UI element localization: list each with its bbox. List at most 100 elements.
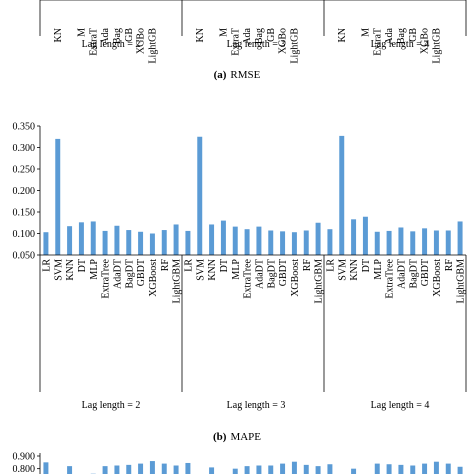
rmse-group-label-3: Lag length = 4	[371, 39, 430, 50]
rmse-group-separators	[39, 0, 467, 36]
mape-x-tick-label: MLP	[89, 259, 100, 280]
mape-x-tick-label: LR	[325, 259, 336, 272]
mape-bar-gbdt-lag4	[422, 228, 428, 255]
mape-y-tick-label: 0.300	[13, 143, 36, 154]
r2-bar-adadt-lag3	[256, 465, 262, 474]
mape-group-label-3: Lag length = 4	[371, 400, 430, 411]
caption-a: (a) RMSE	[214, 69, 261, 81]
r2-bar-rf-lag2	[161, 463, 167, 474]
mape-y-tick-label: 0.100	[13, 229, 36, 240]
mape-bar-extratree-lag4	[386, 230, 392, 255]
r2-bar-extratree-lag3	[244, 466, 250, 474]
r2-bars	[43, 461, 463, 474]
mape-x-tick-label: XGBoost	[148, 259, 159, 297]
mape-bar-lr-lag2	[43, 232, 49, 255]
mape-x-tick-label: SVM	[337, 259, 348, 281]
mape-x-tick-label: BagDT	[266, 259, 277, 288]
mape-x-tick-label: RF	[160, 259, 171, 272]
r2-bar-xgboost-lag4	[433, 461, 439, 474]
mape-bar-dt-lag2	[78, 222, 84, 255]
rmse-tick-label: KN	[337, 28, 348, 42]
mape-bar-extratree-lag2	[102, 230, 108, 255]
mape-y-tick-label: 0.250	[13, 165, 36, 176]
mape-y-axis: 0.050 0.100 0.150 0.200 0.250 0.300 0.350	[13, 122, 41, 262]
r2-bar-lightgbm-lag2	[173, 465, 179, 474]
mape-x-tick-label: KNN	[349, 259, 360, 281]
mape-bar-extratree-lag3	[244, 229, 250, 255]
mape-bar-svm-lag4	[339, 135, 345, 255]
mape-bar-svm-lag3	[197, 136, 203, 255]
r2-bar-rf-lag4	[445, 463, 451, 474]
mape-bar-mlp-lag4	[374, 231, 380, 255]
rmse-panel-fragment: KN M ExtraT Ada Bag GB XGBo LightGB KN M ExtraT Ada…	[39, 0, 467, 81]
rmse-tick-label: ExtraT	[88, 28, 99, 56]
r2-bar-knn-lag3	[209, 467, 215, 474]
mape-x-tick-label: AdaDT	[112, 259, 123, 289]
mape-bar-gbdt-lag2	[138, 231, 144, 255]
mape-y-tick-label: 0.200	[13, 186, 36, 197]
caption-a-text: RMSE	[230, 69, 260, 81]
r2-bar-xgboost-lag3	[291, 461, 297, 474]
mape-x-tick-label: AdaDT	[396, 259, 407, 289]
mape-x-tick-label: XGBoost	[290, 259, 301, 297]
mape-x-tick-label: LightGBM	[456, 259, 467, 304]
rmse-group-label-1: Lag length = 2	[82, 39, 141, 50]
mape-bar-lr-lag4	[327, 229, 333, 255]
rmse-tick-label: ExtraT	[372, 28, 383, 56]
r2-bar-knn-lag4	[351, 468, 357, 474]
mape-x-tick-label: MLP	[231, 259, 242, 280]
r2-bar-lightgbm-lag3	[315, 466, 321, 474]
rmse-tick-label: GB	[266, 28, 277, 42]
mape-bar-knn-lag2	[67, 226, 73, 255]
mape-x-tick-label: LightGBM	[314, 259, 325, 304]
mape-x-tick-label: BagDT	[124, 259, 135, 288]
r2-bar-lightgbm-lag4	[457, 466, 463, 474]
mape-bar-mlp-lag3	[232, 226, 238, 255]
mape-x-tick-label: GBDT	[278, 259, 289, 286]
mape-x-tick-label: LightGBM	[172, 259, 183, 304]
caption-b-text: MAPE	[230, 431, 261, 443]
mape-bar-adadt-lag3	[256, 226, 262, 255]
rmse-tick-labels: KN M ExtraT Ada Bag GB XGBo LightGB KN M ExtraT Ada…	[53, 27, 443, 63]
caption-b: (b) MAPE	[213, 431, 261, 443]
mape-x-tick-label: DT	[77, 259, 88, 272]
mape-bar-xgboost-lag4	[433, 230, 439, 255]
mape-x-tick-label: AdaDT	[254, 259, 265, 289]
r2-bar-knn-lag2	[67, 466, 73, 474]
rmse-tick-label: LightGB	[431, 28, 442, 64]
r2-bar-lr-lag2	[43, 462, 49, 474]
r2-bar-bagdt-lag4	[410, 465, 416, 474]
rmse-tick-label: Bag	[112, 28, 123, 44]
r2-bar-extratree-lag4	[386, 464, 392, 474]
rmse-tick-label: Bag	[396, 28, 407, 44]
mape-bar-rf-lag4	[445, 230, 451, 255]
mape-bar-dt-lag3	[220, 220, 226, 255]
mape-x-tick-label: KNN	[65, 259, 76, 281]
mape-x-tick-label: DT	[219, 259, 230, 272]
mape-y-tick-label: 0.350	[13, 122, 36, 133]
rmse-tick-label: Ada	[384, 27, 395, 44]
mape-bar-lightgbm-lag2	[173, 224, 179, 255]
rmse-tick-label: LightGB	[147, 28, 158, 64]
rmse-tick-label: KN	[53, 28, 64, 42]
mape-group-separators	[39, 255, 467, 392]
r2-bar-lr-lag4	[327, 464, 333, 474]
mape-y-tick-label: 0.150	[13, 208, 36, 219]
rmse-tick-label: XGBo	[278, 28, 289, 54]
mape-x-tick-label: BagDT	[408, 259, 419, 288]
mape-x-tick-label: MLP	[373, 259, 384, 280]
mape-bar-mlp-lag2	[90, 221, 96, 255]
mape-x-tick-label: DT	[361, 259, 372, 272]
r2-bar-bagdt-lag2	[126, 464, 132, 474]
rmse-tick-label: ExtraT	[230, 28, 241, 56]
rmse-tick-label: GB	[124, 28, 135, 42]
rmse-group-label-2: Lag length = 3	[227, 39, 286, 50]
r2-y-tick-label: 0.900	[13, 452, 36, 463]
mape-bar-xgboost-lag2	[149, 233, 155, 255]
mape-x-tick-label: ExtraTree	[101, 258, 112, 298]
mape-bar-adadt-lag2	[114, 225, 120, 255]
mape-x-tick-label: SVM	[195, 259, 206, 281]
r2-bar-mlp-lag3	[232, 468, 238, 474]
